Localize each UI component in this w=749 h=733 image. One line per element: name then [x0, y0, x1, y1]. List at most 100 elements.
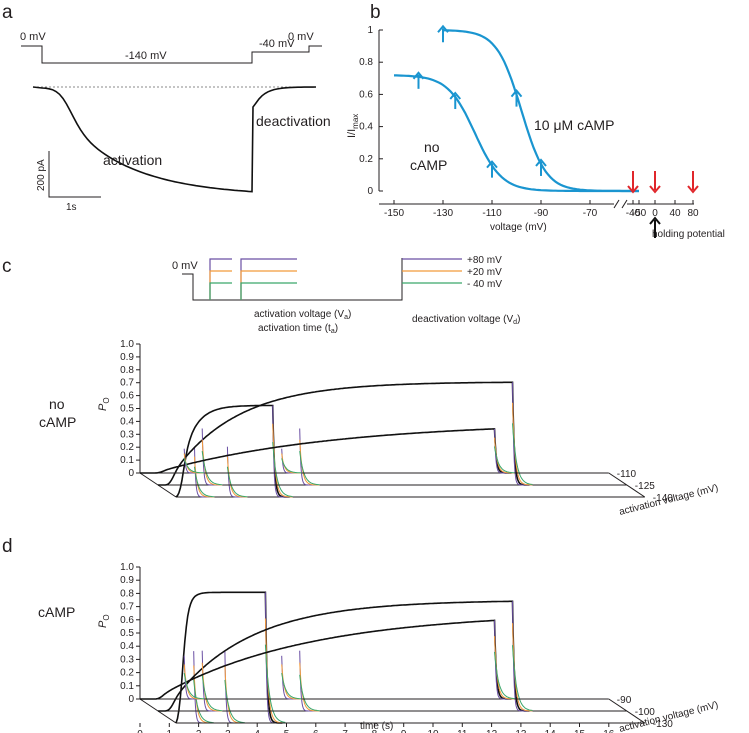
panel-b-activation-curve: I/Imax voltage (mV) 10 μM cAMP no cAMP h…: [346, 24, 725, 240]
z-tick-label: -110: [617, 469, 637, 480]
blue-arrow: [535, 158, 547, 176]
tail-transient: [193, 679, 214, 724]
tail-transient: [494, 651, 515, 700]
y-tick-label: 0.4: [359, 122, 373, 133]
y-tick-label: 1.0: [120, 562, 134, 573]
y-tick-label: 0.6: [359, 89, 373, 100]
y-tick-label: 0.6: [120, 615, 134, 626]
z-tick-label: -140: [653, 493, 673, 504]
y-tick-label: 0.7: [120, 378, 134, 389]
y-tick-label: 0.1: [120, 681, 134, 692]
x-tick-label: 6: [313, 729, 319, 733]
tail-transient: [201, 674, 223, 712]
tail-transient: [299, 439, 320, 486]
y-tick-label: 0.5: [120, 404, 134, 415]
x-tick-label: -110: [482, 208, 502, 219]
series-label-camp: 10 μM cAMP: [534, 117, 614, 133]
protocol-hold-label: -140 mV: [125, 50, 167, 62]
y-tick-label: 0.4: [120, 641, 134, 652]
tail-transient: [281, 458, 302, 474]
y-tick-label: 0.3: [120, 654, 134, 665]
protocol-step-short: [209, 282, 232, 300]
trace--110: [140, 428, 512, 474]
y-tick-label: 0.1: [120, 455, 134, 466]
blue-arrow-head: [449, 91, 462, 100]
panel-c-label: c: [2, 256, 12, 277]
tail-transient: [272, 423, 293, 498]
panel-b-label: b: [370, 2, 381, 23]
scale-time-label: 1s: [66, 202, 77, 213]
tail-transient: [201, 662, 223, 712]
y-tick-label: 0: [128, 468, 134, 479]
x-tick-label: -150: [384, 208, 404, 219]
axis-break-right: [621, 199, 628, 209]
blue-arrow: [437, 24, 449, 43]
panel-d-open-probability-chart: cAMP PO time (s) activation voltage (mV)…: [38, 562, 719, 733]
tail-transient: [224, 679, 245, 724]
panel-d-label: d: [2, 536, 13, 557]
tail-transient: [299, 662, 320, 712]
voltage-protocol-line: [21, 45, 322, 64]
red-arrow-head: [687, 185, 699, 194]
activation-label: activation: [103, 152, 162, 168]
z-tick-label: -130: [653, 719, 673, 730]
x-tick-label: 4: [254, 729, 260, 733]
x-tick-label: 2: [196, 729, 202, 733]
tail-transient: [299, 451, 320, 486]
x-tick-label: 7: [342, 729, 348, 733]
condition-label-line2: cAMP: [39, 414, 76, 430]
tail-transient: [264, 644, 286, 723]
red-arrow-head: [627, 185, 639, 194]
trace--130: [175, 591, 283, 724]
current-trace: [32, 86, 317, 193]
panel-d-xlabel: time (s): [360, 721, 393, 732]
protocol-level-label: +80 mV: [467, 255, 502, 266]
blue-arrow-head: [535, 158, 547, 167]
panel-d-ylabel: PO: [97, 614, 111, 628]
tail-transient: [299, 650, 320, 712]
y-tick-label: 0.6: [120, 391, 134, 402]
protocol-step-long: [240, 258, 297, 300]
y-tick-label: 0.3: [120, 429, 134, 440]
tail-transient: [281, 664, 302, 700]
condition-label-line1: no: [49, 396, 65, 412]
y-tick-label: 0: [367, 186, 373, 197]
protocol-level-label: +20 mV: [467, 267, 502, 278]
y-tick-label: 0.7: [120, 602, 134, 613]
protocol-step-long: [240, 282, 297, 300]
protocol-level-label: - 40 mV: [467, 279, 502, 290]
holding-potential-label: holding potential: [652, 229, 725, 240]
tail-transient: [512, 423, 533, 485]
blue-arrow-head: [412, 71, 425, 80]
activation-voltage-label: activation voltage (Va): [254, 309, 351, 321]
y-tick-label: 0.8: [120, 588, 134, 599]
deactivation-voltage-label: deactivation voltage (Vd): [412, 314, 520, 326]
x-tick-label: 10: [427, 729, 439, 733]
x-tick-label: -40: [626, 208, 641, 219]
tail-transient: [183, 673, 205, 700]
y-tick-label: 0.2: [120, 668, 134, 679]
tail-transient: [224, 665, 245, 724]
z-tick-label: -100: [635, 707, 655, 718]
tail-transient: [226, 466, 248, 498]
x-tick-label: 8: [372, 729, 378, 733]
panel-c-protocol: 0 mV activation voltage (Va) activation …: [172, 255, 520, 335]
tail-transient: [183, 458, 205, 474]
x-tick-label: 15: [574, 729, 586, 733]
trace--100: [158, 600, 530, 712]
tail-transient: [512, 645, 533, 711]
series-label-no-camp-line1: no: [424, 139, 440, 155]
blue-arrow-head: [486, 160, 498, 169]
panel-a-protocol: 0 mV -140 mV -40 mV 0 mV: [20, 31, 322, 64]
tail-transient: [281, 655, 302, 700]
protocol-end-label: 0 mV: [288, 31, 314, 43]
panel-a-current: activation deactivation 200 pA 1s: [32, 86, 331, 213]
x-tick-label: 13: [515, 729, 527, 733]
y-tick-label: 0.4: [120, 416, 134, 427]
protocol-step-label: -40 mV: [259, 38, 295, 50]
holding-arrow-head: [649, 216, 661, 225]
panel-c-ylabel: PO: [97, 397, 111, 411]
trace--90: [140, 619, 512, 700]
x-tick-label: 12: [486, 729, 498, 733]
